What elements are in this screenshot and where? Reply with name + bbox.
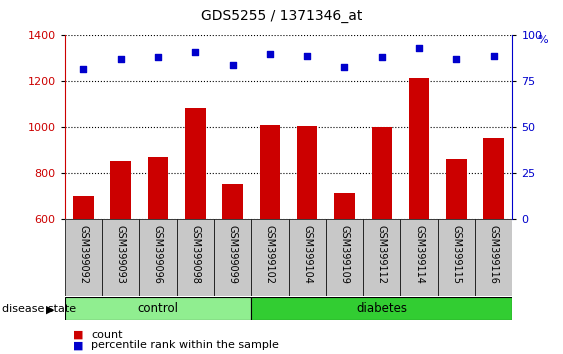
Point bbox=[452, 57, 461, 62]
Bar bbox=[475, 219, 512, 296]
Text: GSM399115: GSM399115 bbox=[452, 225, 462, 284]
Text: GSM399112: GSM399112 bbox=[377, 225, 387, 284]
Point bbox=[116, 57, 125, 62]
Point bbox=[228, 62, 237, 68]
Bar bbox=[484, 138, 504, 219]
Bar bbox=[438, 219, 475, 296]
Bar bbox=[260, 125, 280, 219]
Point bbox=[414, 45, 423, 51]
Text: disease state: disease state bbox=[2, 304, 76, 314]
Text: GSM399098: GSM399098 bbox=[190, 225, 200, 284]
Bar bbox=[177, 219, 214, 296]
Text: GSM399109: GSM399109 bbox=[339, 225, 350, 284]
Bar bbox=[251, 297, 512, 320]
Point bbox=[303, 53, 312, 58]
Bar bbox=[363, 219, 400, 296]
Point bbox=[340, 64, 349, 69]
Text: GSM399092: GSM399092 bbox=[78, 225, 88, 284]
Text: ■: ■ bbox=[73, 330, 84, 339]
Text: control: control bbox=[137, 302, 178, 315]
Text: GSM399102: GSM399102 bbox=[265, 225, 275, 284]
Text: GDS5255 / 1371346_at: GDS5255 / 1371346_at bbox=[201, 9, 362, 23]
Bar bbox=[297, 126, 318, 219]
Point bbox=[79, 66, 88, 72]
Bar bbox=[110, 161, 131, 219]
Text: GSM399104: GSM399104 bbox=[302, 225, 312, 284]
Bar bbox=[185, 108, 205, 219]
Bar bbox=[372, 127, 392, 219]
Point bbox=[191, 49, 200, 55]
Bar bbox=[214, 219, 251, 296]
Text: ▶: ▶ bbox=[46, 305, 55, 315]
Bar bbox=[409, 78, 430, 219]
Text: diabetes: diabetes bbox=[356, 302, 407, 315]
Text: percentile rank within the sample: percentile rank within the sample bbox=[91, 340, 279, 350]
Bar bbox=[446, 159, 467, 219]
Bar bbox=[334, 193, 355, 219]
Text: ■: ■ bbox=[73, 340, 84, 350]
Bar bbox=[289, 219, 326, 296]
Text: GSM399114: GSM399114 bbox=[414, 225, 424, 284]
Bar bbox=[400, 219, 438, 296]
Bar bbox=[102, 219, 139, 296]
Bar bbox=[65, 219, 102, 296]
Bar bbox=[251, 219, 288, 296]
Text: GSM399093: GSM399093 bbox=[115, 225, 126, 284]
Point bbox=[154, 55, 163, 60]
Text: GSM399099: GSM399099 bbox=[227, 225, 238, 284]
Bar bbox=[73, 196, 93, 219]
Text: GSM399116: GSM399116 bbox=[489, 225, 499, 284]
Bar bbox=[140, 219, 177, 296]
Text: %: % bbox=[537, 35, 548, 45]
Bar bbox=[326, 219, 363, 296]
Point bbox=[489, 53, 498, 58]
Point bbox=[265, 51, 274, 57]
Point bbox=[377, 55, 386, 60]
Bar bbox=[65, 297, 251, 320]
Text: count: count bbox=[91, 330, 123, 339]
Text: GSM399096: GSM399096 bbox=[153, 225, 163, 284]
Bar bbox=[148, 157, 168, 219]
Bar bbox=[222, 184, 243, 219]
